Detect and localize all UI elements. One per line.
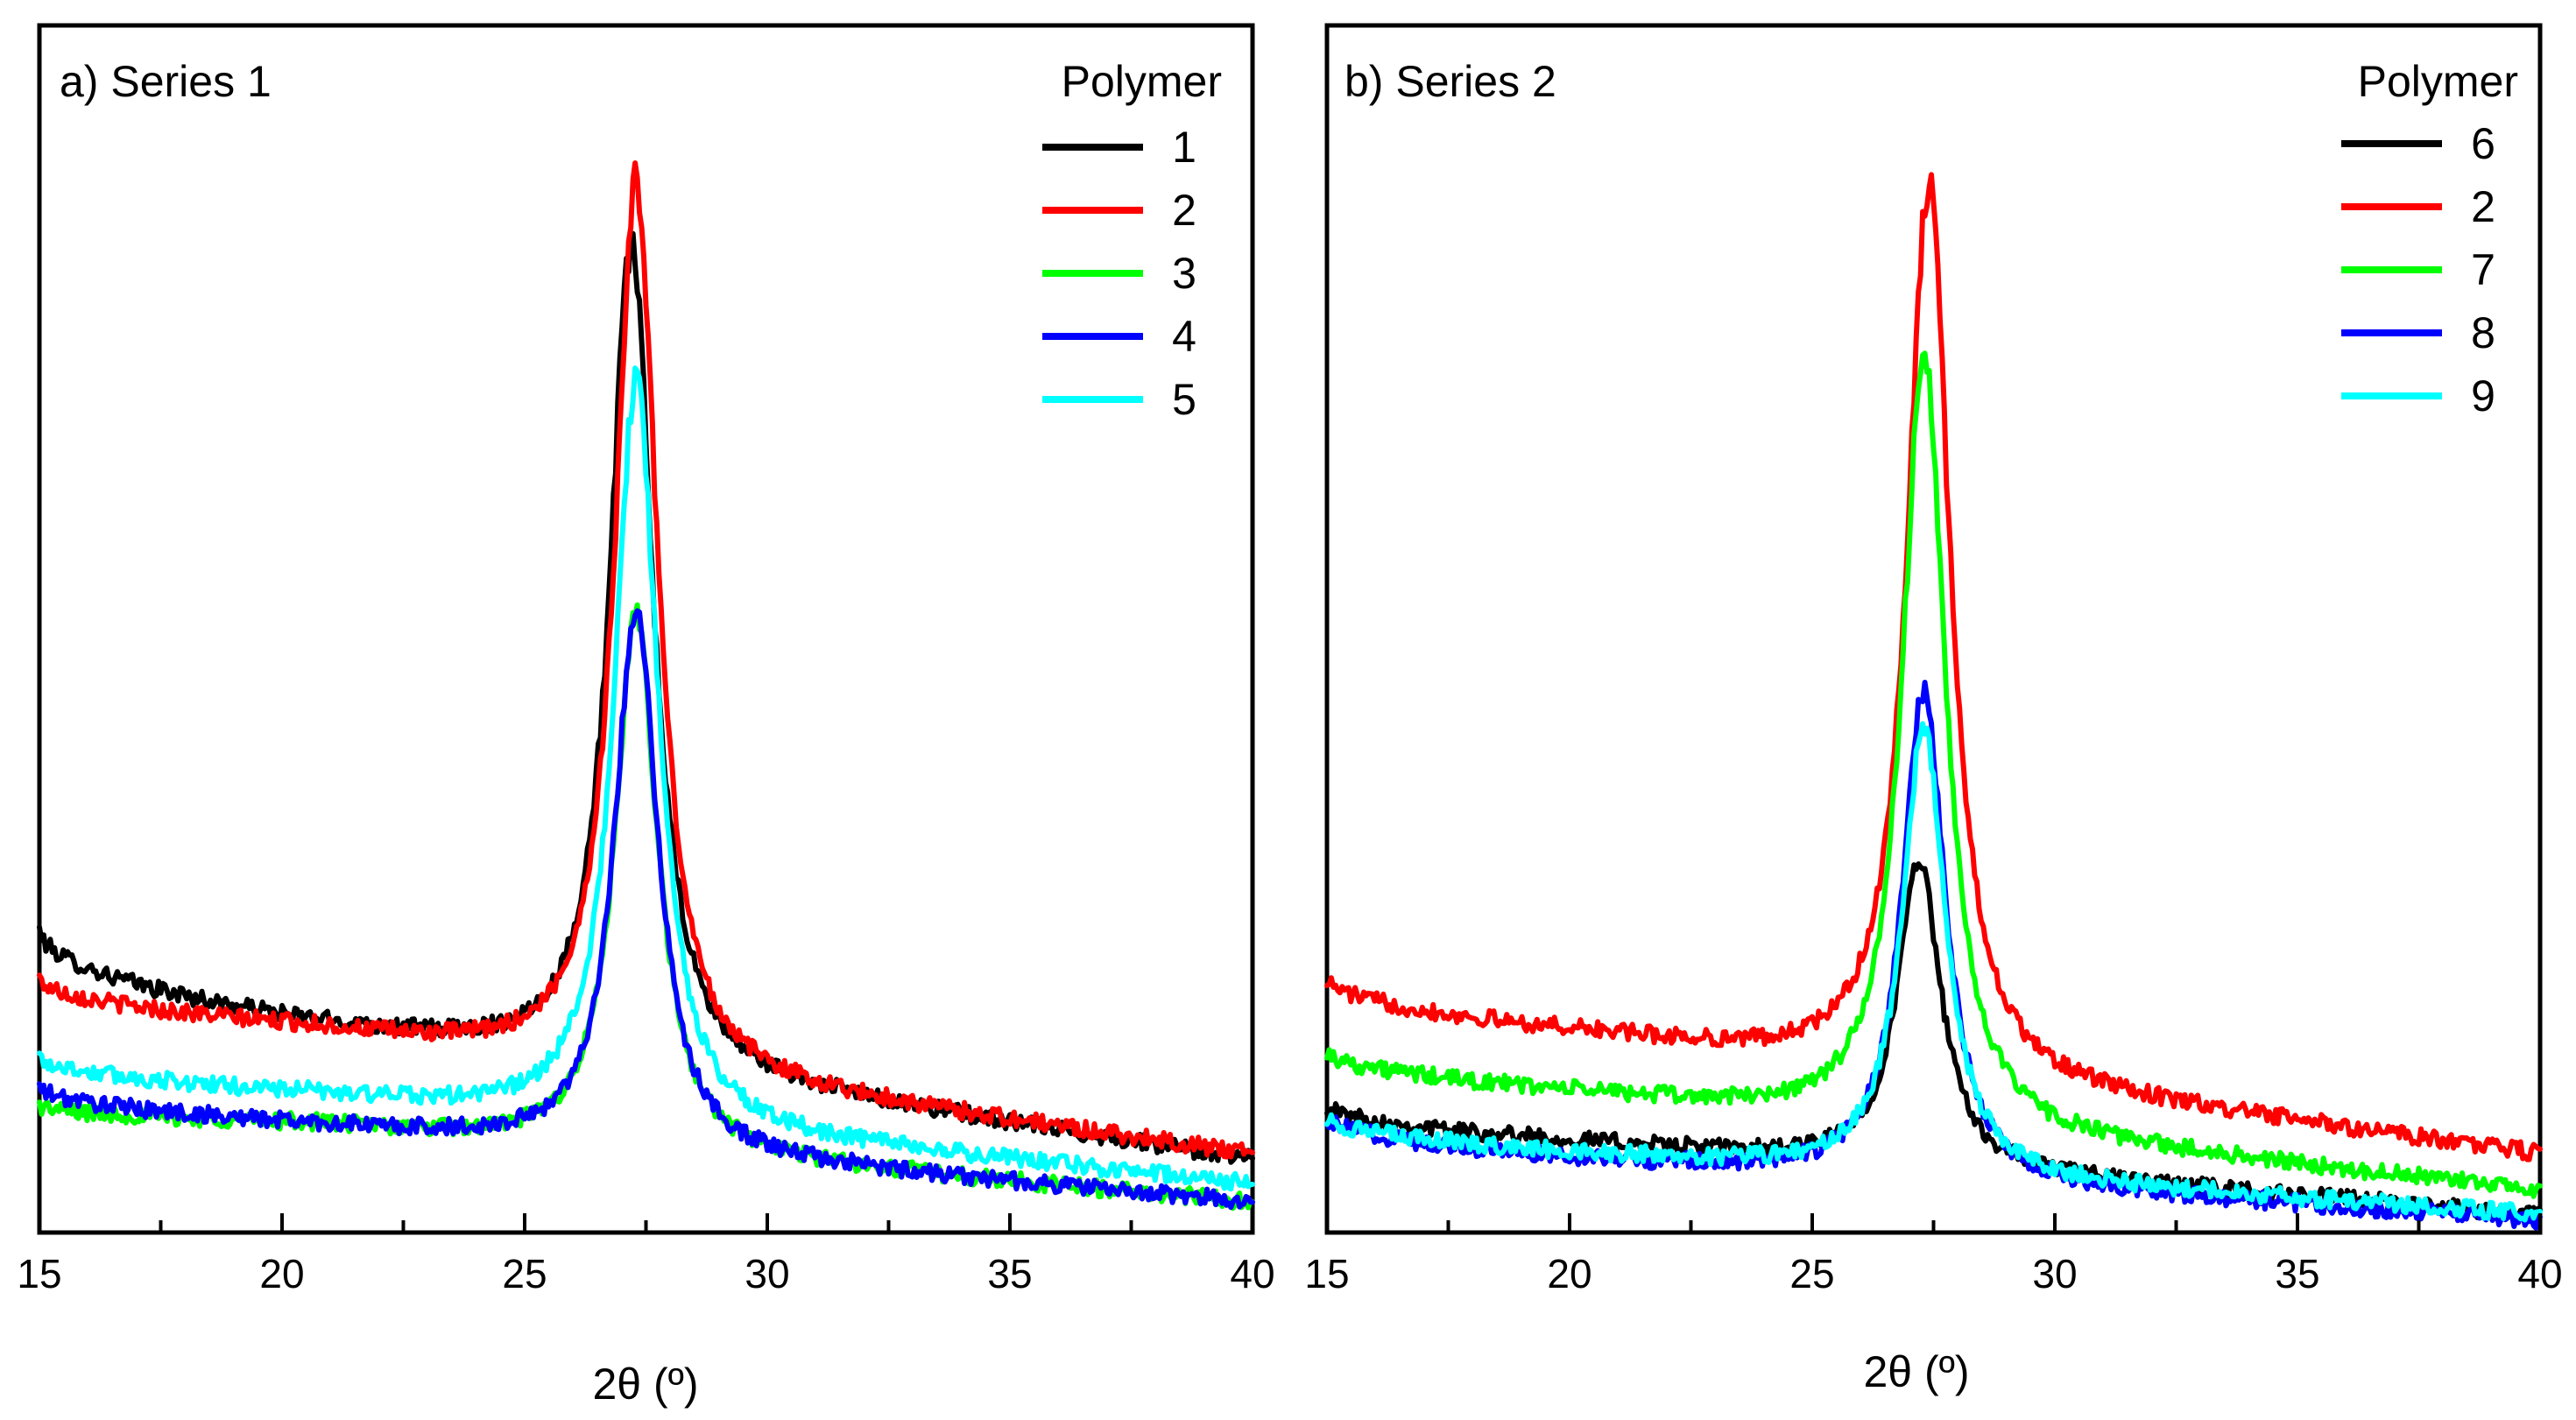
panel-b-x-axis: 15 20 25 30 35 40	[1304, 1213, 2563, 1296]
panel-b-curves	[1324, 172, 2543, 1231]
panel-a-title: a) Series 1	[60, 57, 272, 106]
panel-b-xlabel: 2θ (º)	[1863, 1347, 1969, 1396]
legend-label-2: 2	[1172, 186, 1196, 235]
x-tick-label: 20	[1547, 1251, 1591, 1296]
legend-label-2: 2	[2471, 182, 2495, 231]
panel-a-legend-title: Polymer	[1062, 57, 1222, 106]
legend-label-9: 9	[2471, 371, 2495, 420]
x-tick-label: 40	[1230, 1251, 1274, 1296]
legend-label-1: 1	[1172, 123, 1196, 172]
x-tick-label: 25	[502, 1251, 547, 1296]
panel-b-legend-title: Polymer	[2358, 57, 2518, 106]
x-tick-label: 15	[1304, 1251, 1349, 1296]
series-line-2	[37, 160, 1255, 1160]
panel-b-legend: Polymer 6 2 7 8 9	[2341, 57, 2518, 420]
x-tick-label: 30	[2032, 1251, 2077, 1296]
x-tick-label: 35	[987, 1251, 1032, 1296]
panel-a: 15 20 25 30 35 40 a) Series 1 2θ (º) Polymer …	[17, 23, 1275, 1409]
legend-label-7: 7	[2471, 245, 2495, 294]
legend-label-4: 4	[1172, 312, 1196, 361]
series-line-4	[37, 608, 1255, 1211]
panel-b-title: b) Series 2	[1344, 57, 1556, 106]
panel-b: 15 20 25 30 35 40 b) Series 2 2θ (º) Polymer …	[1304, 23, 2563, 1396]
series-line-9	[1324, 721, 2543, 1223]
panel-a-x-axis: 15 20 25 30 35 40	[17, 1213, 1275, 1296]
x-tick-label: 20	[259, 1251, 304, 1296]
series-line-6	[1324, 861, 2543, 1222]
x-tick-label: 15	[17, 1251, 61, 1296]
series-line-7	[1324, 350, 2543, 1199]
legend-label-3: 3	[1172, 249, 1196, 298]
x-tick-label: 25	[1789, 1251, 1834, 1296]
series-line-5	[37, 365, 1255, 1192]
legend-label-6: 6	[2471, 119, 2495, 168]
panel-a-xlabel: 2θ (º)	[592, 1360, 698, 1409]
legend-label-8: 8	[2471, 308, 2495, 357]
x-tick-label: 40	[2517, 1251, 2562, 1296]
panel-a-frame	[37, 23, 1255, 1235]
legend-label-5: 5	[1172, 375, 1196, 424]
panel-a-curves	[37, 160, 1255, 1212]
series-line-8	[1324, 680, 2543, 1231]
x-tick-label: 35	[2275, 1251, 2319, 1296]
x-tick-label: 30	[745, 1251, 789, 1296]
panel-a-legend: Polymer 1 2 3 4 5	[1042, 57, 1222, 424]
series-line-2	[1324, 172, 2543, 1162]
